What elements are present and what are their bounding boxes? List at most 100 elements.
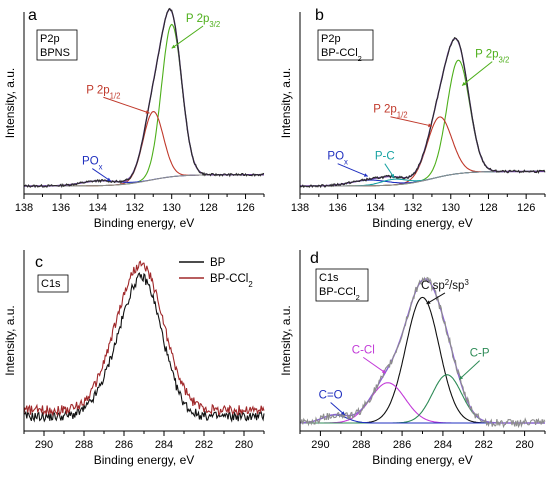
x-tick-label: 282 [195, 439, 213, 451]
annotation-label-part: 3/2 [499, 55, 510, 64]
annotation-label-part: P 2p [475, 49, 498, 61]
series-line-measured [23, 7, 265, 189]
annotation-arrowhead [390, 173, 395, 178]
x-axis-label: Binding energy, eV [94, 453, 195, 467]
x-tick-label: 290 [311, 439, 329, 451]
annotation-label-part: 3/2 [209, 20, 220, 29]
series-line-c-sp2-sp3 [300, 296, 545, 424]
x-tick-label: 288 [352, 439, 370, 451]
annotation-label: P 2p1/2 [373, 104, 407, 120]
annotation-label: C-P [470, 348, 490, 360]
annotation-label-part: P-C [375, 151, 395, 163]
series-line-po-x [300, 170, 545, 187]
inset-label-box [37, 274, 69, 293]
series-line-background [300, 170, 545, 187]
annotation-label: P-C [375, 151, 395, 163]
legend-label: BP [210, 257, 226, 269]
annotation-label-part: C=O [319, 389, 343, 401]
annotation-arrow [390, 116, 433, 127]
annotation-label: C sp2/sp3 [421, 277, 469, 292]
x-axis-label: Binding energy, eV [372, 453, 473, 467]
x-tick-label: 128 [199, 202, 217, 214]
annotation-arrow [426, 292, 446, 305]
annotation-label: P 2p3/2 [475, 49, 509, 65]
annotation-label-part: C-Cl [352, 344, 375, 356]
annotation-label-part: PO [327, 151, 344, 163]
panel-b: 138 136 134 132 130 128 126 Binding energy, eV I… [279, 7, 546, 230]
x-tick-label: 288 [75, 439, 93, 451]
series-line-p-2p3-2 [300, 59, 545, 187]
annotation-label-part: PO [82, 156, 99, 168]
annotation-arrowhead [428, 123, 432, 128]
x-tick-label: 134 [366, 202, 384, 214]
annotation-arrow [337, 163, 369, 177]
legend-label: BP-CCl2 [210, 273, 253, 289]
annotation-arrowhead [381, 369, 386, 374]
annotation-arrowhead [106, 177, 111, 182]
y-axis-label: Intensity, a.u. [279, 68, 293, 138]
series-line-measured [299, 276, 546, 429]
annotation-label-part: 1/2 [397, 110, 408, 119]
annotation-label: POx [327, 151, 348, 167]
x-tick-label: 126 [517, 202, 535, 214]
inset-label-line1: C1s [319, 272, 339, 284]
annotation-label-part: x [99, 162, 103, 171]
x-tick-label: 134 [89, 202, 107, 214]
x-tick-label: 136 [52, 202, 70, 214]
x-tick-label: 138 [291, 202, 309, 214]
series-line-bp [23, 272, 265, 423]
y-axis-label: Intensity, a.u. [279, 305, 293, 375]
inset-label-line1: P2p [321, 33, 341, 45]
panel-letter: d [310, 250, 319, 267]
inset-label-line1: C1s [41, 278, 61, 290]
x-tick-label: 126 [236, 202, 254, 214]
x-tick-label: 280 [235, 439, 253, 451]
inset-label-line1: P2p [40, 33, 60, 45]
panel-c: 290 288 286 284 282 280 Binding energy, eV Inte… [3, 250, 265, 467]
inset-label-box [315, 268, 369, 302]
annotation-label-part: 1/2 [110, 91, 121, 100]
series-line-measured [299, 36, 546, 189]
annotation-arrow [461, 61, 493, 86]
legend-label-part: BP-CCl [210, 273, 248, 285]
annotation-label-part: P 2p [186, 13, 209, 25]
series-line-background [24, 174, 264, 187]
inset-label-line2: BP-CCl2 [319, 286, 360, 302]
x-tick-label: 282 [475, 439, 493, 451]
y-axis-label: Intensity, a.u. [3, 68, 17, 138]
annotation-label-part: x [344, 157, 348, 166]
inset-label-line2-part: 2 [358, 54, 362, 63]
annotation-label: P 2p1/2 [86, 84, 120, 100]
annotation-label-part: 3 [464, 277, 468, 286]
annotation-arrowhead [171, 44, 176, 49]
series-line-po-x [24, 174, 264, 187]
inset-label-box [317, 29, 374, 61]
annotation-label: P 2p3/2 [186, 13, 220, 29]
annotation-arrowhead [426, 300, 431, 304]
x-tick-label: 284 [434, 439, 452, 451]
annotation-label-part: /sp [449, 280, 464, 292]
legend-label-part: 2 [248, 280, 252, 289]
annotation-arrow [171, 25, 204, 49]
inset-label-line2-part: BP-CCl [321, 47, 358, 59]
legend-label-part: BP [210, 257, 226, 269]
inset-label-line2: BPNS [40, 47, 70, 59]
annotation-label: POx [82, 156, 103, 172]
x-tick-label: 284 [155, 439, 173, 451]
x-tick-label: 286 [393, 439, 411, 451]
y-axis-label: Intensity, a.u. [3, 305, 17, 375]
annotation-arrow [363, 356, 387, 374]
inset-label-box [36, 29, 78, 61]
panel-letter: a [28, 7, 37, 24]
annotation-label-part: C-P [470, 348, 490, 360]
x-tick-label: 128 [479, 202, 497, 214]
panel-a: 138 136 134 132 130 128 126 Binding energy, eV I… [3, 7, 265, 230]
x-tick-label: 286 [115, 439, 133, 451]
x-tick-label: 290 [35, 439, 53, 451]
annotation-label-part: 2 [445, 277, 449, 286]
annotation-arrow [458, 360, 481, 380]
x-tick-label: 132 [404, 202, 422, 214]
panel-letter: c [35, 254, 43, 271]
series-line-p-c [300, 170, 545, 187]
